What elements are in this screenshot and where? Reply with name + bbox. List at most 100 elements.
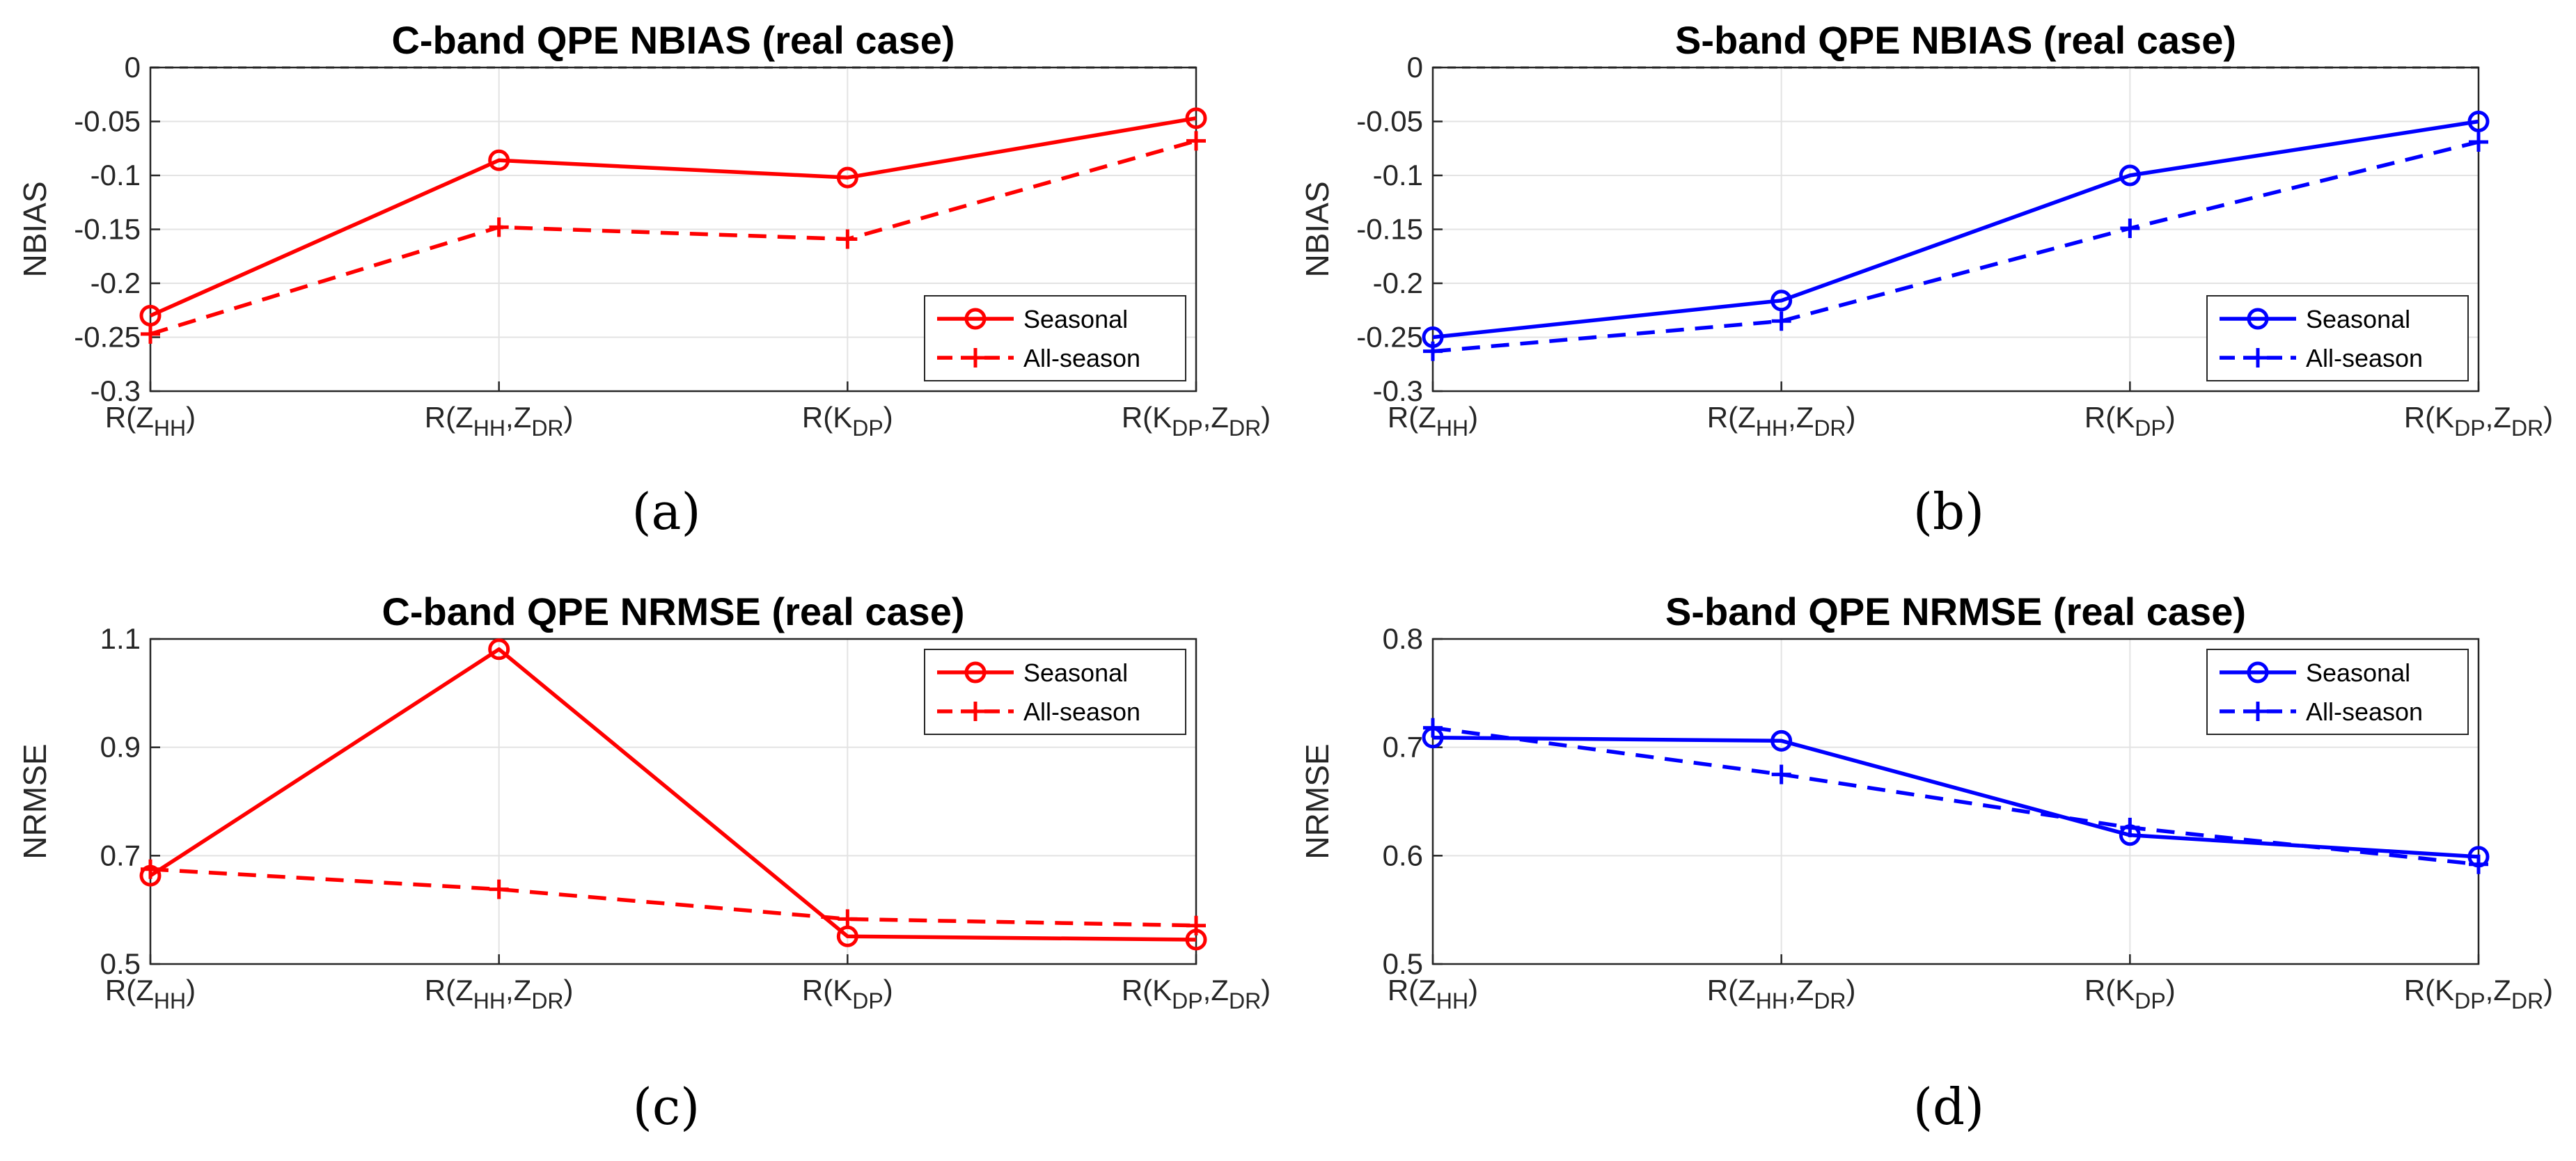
chart-title: C-band QPE NRMSE (real case) xyxy=(382,590,964,633)
x-tick-label: R(ZHH,ZDR) xyxy=(1707,974,1856,1013)
y-tick-label: 1.1 xyxy=(100,622,141,655)
data-point-seasonal xyxy=(488,638,510,661)
data-point-all-season xyxy=(141,859,160,879)
legend: Seasonal All-season xyxy=(2206,649,2469,735)
tick-label-part: HH xyxy=(1436,416,1468,441)
tick-label-part: R(Z xyxy=(1707,401,1756,434)
data-point-seasonal xyxy=(2119,164,2141,187)
legend-box xyxy=(924,649,1186,735)
y-tick-label: -0.3 xyxy=(1373,374,1423,407)
tick-label-part: R(K xyxy=(1122,974,1172,1006)
tick-label-part: R(K xyxy=(2404,974,2454,1006)
tick-label-part: ) xyxy=(186,974,196,1006)
panel-label: (d) xyxy=(1913,1077,1984,1136)
data-point-all-season xyxy=(1423,341,1443,361)
y-tick-label: -0.15 xyxy=(1356,213,1423,246)
tick-label-part: HH xyxy=(1756,416,1788,441)
data-point-all-season xyxy=(489,879,509,899)
tick-label-part: ) xyxy=(1468,401,1478,434)
y-tick-label: 0.5 xyxy=(1383,947,1423,980)
legend-marker-all-season xyxy=(966,348,985,368)
y-tick-label: -0.2 xyxy=(91,267,141,299)
tick-label-part: HH xyxy=(1756,988,1788,1013)
tick-label-part: R(K xyxy=(802,401,852,434)
y-tick-label: -0.25 xyxy=(1356,321,1423,354)
y-tick-label: 0 xyxy=(1407,51,1423,84)
y-tick-label: -0.05 xyxy=(74,105,141,138)
y-axis-label: NRMSE xyxy=(17,743,53,859)
tick-label-part: DR xyxy=(531,416,563,441)
tick-label-part: ,Z xyxy=(2485,974,2511,1006)
y-tick-label: 0.6 xyxy=(1383,839,1423,871)
legend-label: All-season xyxy=(1023,344,1140,372)
y-tick-label: -0.3 xyxy=(91,374,141,407)
data-point-seasonal xyxy=(836,166,858,189)
legend-marker-seasonal xyxy=(2247,661,2269,684)
tick-label-part: R(Z xyxy=(1707,974,1756,1006)
y-tick-label: -0.15 xyxy=(74,213,141,246)
data-point-all-season xyxy=(1423,718,1443,738)
x-tick-label: R(ZHH) xyxy=(1388,974,1478,1013)
tick-label-part: R(Z xyxy=(1388,974,1436,1006)
series-line-all-season xyxy=(1432,140,2479,354)
x-tick-label: R(ZHH,ZDR) xyxy=(1707,401,1856,441)
tick-label-part: R(K xyxy=(2084,974,2135,1006)
tick-label-part: DP xyxy=(852,416,883,441)
data-point-seasonal xyxy=(1770,729,1793,752)
tick-label-part: DP xyxy=(1172,988,1202,1013)
series-line-seasonal xyxy=(149,116,1197,318)
legend-label: All-season xyxy=(2306,344,2423,372)
tick-label-part: ,Z xyxy=(505,401,531,434)
legend-label: All-season xyxy=(2306,697,2423,726)
y-axis-label: NBIAS xyxy=(17,181,53,277)
series-line-seasonal xyxy=(149,647,1197,942)
tick-label-part: HH xyxy=(473,416,505,441)
tick-label-part: DR xyxy=(531,988,563,1013)
tick-label-part: ,Z xyxy=(2485,401,2511,434)
chart-title: S-band QPE NRMSE (real case) xyxy=(1665,590,2246,633)
x-tick-label: R(KDP) xyxy=(2084,401,2176,441)
tick-label-part: ) xyxy=(1468,974,1478,1006)
chart-title: C-band QPE NBIAS (real case) xyxy=(391,18,955,62)
tick-label-part: ) xyxy=(2543,401,2553,434)
tick-label-part: DP xyxy=(2454,988,2485,1013)
legend-marker-all-season xyxy=(2248,702,2268,721)
legend-box xyxy=(924,295,1186,381)
tick-label-part: ,Z xyxy=(1788,974,1814,1006)
y-axis-label: NRMSE xyxy=(1299,743,1335,859)
legend: Seasonal All-season xyxy=(924,649,1186,735)
chart-title: S-band QPE NBIAS (real case) xyxy=(1675,18,2236,62)
data-point-all-season xyxy=(838,909,858,929)
data-point-all-season xyxy=(2469,132,2488,152)
legend-label: All-season xyxy=(1023,697,1140,726)
legend-label: Seasonal xyxy=(1023,305,1128,333)
legend-marker-seasonal xyxy=(964,661,987,684)
tick-label-part: ,Z xyxy=(1788,401,1814,434)
panel-label: (c) xyxy=(633,1077,700,1136)
tick-label-part: DR xyxy=(1229,988,1261,1013)
chart-panel-a: 0-0.05-0.1-0.15-0.2-0.25-0.3R(ZHH) R(ZHH,… xyxy=(17,18,1271,541)
tick-label-part: ) xyxy=(186,401,196,434)
data-point-all-season xyxy=(1771,311,1791,331)
x-tick-label: R(ZHH,ZDR) xyxy=(425,401,574,441)
tick-label-part: DP xyxy=(852,988,883,1013)
data-point-all-season xyxy=(2120,817,2140,837)
tick-label-part: ,Z xyxy=(1203,401,1229,434)
data-point-seasonal xyxy=(488,149,510,171)
x-tick-label: R(KDP) xyxy=(802,401,893,441)
legend-marker-all-season xyxy=(966,702,985,721)
tick-label-part: HH xyxy=(473,988,505,1013)
x-tick-label: R(KDP,ZDR) xyxy=(1122,401,1271,441)
panel-label: (b) xyxy=(1913,482,1984,541)
tick-label-part: DR xyxy=(1814,988,1846,1013)
series-line-all-season xyxy=(1432,725,2479,867)
chart-panel-d: 0.80.70.60.5R(ZHH) R(ZHH,ZDR) R(KDP) R(KDP,… xyxy=(1299,590,2553,1136)
tick-label-part: R(Z xyxy=(1388,401,1436,434)
data-point-seasonal xyxy=(2467,111,2490,132)
legend-label: Seasonal xyxy=(2306,658,2410,687)
tick-label-part: ) xyxy=(1261,401,1271,434)
legend-label: Seasonal xyxy=(2306,305,2410,333)
tick-label-part: ,Z xyxy=(1203,974,1229,1006)
x-tick-label: R(KDP) xyxy=(2084,974,2176,1013)
legend: Seasonal All-season xyxy=(2206,295,2469,381)
